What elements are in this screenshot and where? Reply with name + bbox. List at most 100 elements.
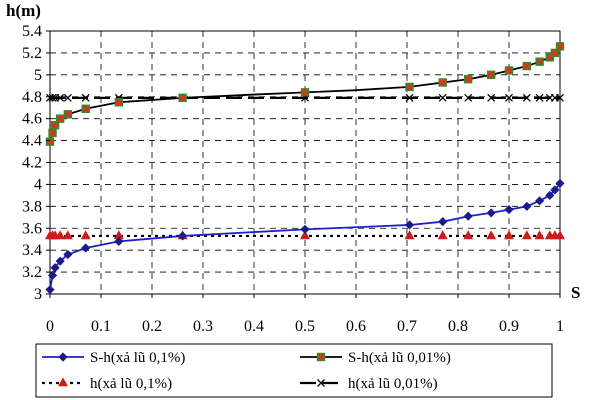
series-2-marker xyxy=(463,230,474,240)
series-2-marker xyxy=(55,230,66,240)
series-2-marker xyxy=(554,230,566,240)
series-0-marker xyxy=(522,201,532,211)
x-axis-title: S xyxy=(571,283,580,302)
legend-label: S-h(xả lũ 0,01%) xyxy=(348,350,451,366)
y-tick-label: 4.2 xyxy=(22,155,42,172)
y-tick-label: 5.2 xyxy=(22,45,42,62)
legend-box xyxy=(35,343,553,398)
series-1-marker xyxy=(316,352,326,362)
x-tick-label: 0.3 xyxy=(193,318,213,335)
series-2-marker xyxy=(534,230,545,240)
x-tick-label: 0.6 xyxy=(346,318,366,335)
series-0-marker xyxy=(438,217,448,227)
series-1-marker xyxy=(300,88,310,97)
legend-label: h(xả lũ 0,01%) xyxy=(348,376,438,392)
x-tick-label: 0.2 xyxy=(142,318,162,335)
series-3-marker xyxy=(556,93,564,102)
y-tick-label: 3.4 xyxy=(22,242,42,259)
series-1-marker xyxy=(81,104,90,114)
series-1-marker xyxy=(48,128,57,138)
series-0-marker xyxy=(300,224,310,234)
series-3-marker xyxy=(438,93,447,102)
series-0-marker xyxy=(504,205,514,215)
series-0-marker xyxy=(81,243,91,253)
series-3-marker xyxy=(405,93,414,102)
series-1-marker xyxy=(50,121,60,130)
series-0-marker xyxy=(114,236,124,246)
legend: S-h(xả lũ 0,1%) S-h(xả lũ 0,01%) h(xả lũ 0… xyxy=(35,343,553,398)
series-2-marker xyxy=(486,230,497,240)
y-tick-labels: 3 3.2 3.4 3.6 3.8 4 4.2 4.4 4.6 4.8 5 5.2 5.4 xyxy=(22,23,50,303)
series-2-marker xyxy=(299,230,311,240)
series-2-marker xyxy=(80,230,91,240)
x-tick-label: 1 xyxy=(556,318,564,335)
legend-entry-0: S-h(xả lũ 0,1%) xyxy=(42,350,185,366)
series-1 xyxy=(45,42,565,146)
series-3-marker xyxy=(505,93,513,102)
series-0-marker xyxy=(55,256,65,266)
series-3-marker xyxy=(535,93,544,102)
y-tick-label: 5 xyxy=(34,67,42,84)
x-tick-label: 0 xyxy=(46,318,54,335)
series-3-marker xyxy=(317,379,325,387)
series-1-marker xyxy=(45,137,55,146)
series-1-marker xyxy=(486,70,496,80)
legend-entry-3: h(xả lũ 0,01%) xyxy=(300,376,438,392)
x-tick-label: 0.9 xyxy=(499,318,519,335)
series-1-marker xyxy=(438,78,447,87)
y-tick-label: 4.6 xyxy=(22,111,42,128)
series-0-marker xyxy=(50,263,60,273)
series-1-marker xyxy=(522,61,532,71)
x-tick-label: 0.1 xyxy=(91,318,111,335)
series-0-marker xyxy=(404,220,415,230)
x-tick-label: 0.5 xyxy=(295,318,315,335)
series-2-marker xyxy=(437,230,448,240)
series-1-marker xyxy=(555,42,565,51)
series-1-marker xyxy=(63,110,73,119)
series-2-marker xyxy=(521,230,532,240)
series-0-marker xyxy=(47,270,58,280)
series-3-marker xyxy=(56,93,65,102)
y-tick-label: 5.4 xyxy=(22,23,42,40)
series-2-marker xyxy=(404,230,415,240)
x-tick-label: 0.7 xyxy=(397,318,417,335)
x-tick-labels: 0 0.1 0.2 0.3 0.4 0.5 0.6 0.7 0.8 0.9 1 xyxy=(46,294,564,335)
series-0-marker xyxy=(535,196,545,206)
series-0 xyxy=(45,178,565,295)
series-2-marker xyxy=(57,377,69,387)
y-tick-label: 4.8 xyxy=(22,89,42,106)
series-1-marker xyxy=(56,114,65,123)
series-0-marker xyxy=(63,249,73,260)
y-tick-label: 3.8 xyxy=(22,198,42,215)
legend-label: S-h(xả lũ 0,1%) xyxy=(90,350,185,366)
series-3-marker xyxy=(63,93,72,102)
series-0-marker xyxy=(178,231,188,241)
series-0-marker xyxy=(545,190,555,200)
series-1-marker xyxy=(114,98,124,107)
series-1-marker xyxy=(535,57,544,66)
series-1-marker xyxy=(405,82,414,92)
x-tick-label: 0.4 xyxy=(244,318,264,335)
series-2-marker xyxy=(503,230,515,240)
series-0-marker xyxy=(550,185,560,195)
series-1-marker xyxy=(545,53,554,62)
y-tick-label: 4 xyxy=(34,176,42,193)
y-tick-label: 3 xyxy=(34,286,42,303)
legend-label: h(xả lũ 0,1%) xyxy=(90,376,172,392)
series-3-marker xyxy=(464,93,473,102)
series-1-marker xyxy=(504,66,514,75)
y-tick-label: 3.2 xyxy=(22,264,42,281)
series-2-marker xyxy=(62,230,73,240)
y-axis-title: h(m) xyxy=(6,1,41,20)
series-layer xyxy=(44,42,566,295)
series-0-marker xyxy=(463,211,473,221)
legend-entry-1: S-h(xả lũ 0,01%) xyxy=(300,350,451,366)
legend-entry-2: h(xả lũ 0,1%) xyxy=(42,376,172,392)
series-1-marker xyxy=(178,93,187,103)
series-0-marker xyxy=(58,352,68,362)
series-3-marker xyxy=(48,93,57,102)
y-tick-label: 4.4 xyxy=(22,133,42,150)
series-3-marker xyxy=(522,93,531,102)
x-tick-label: 0.8 xyxy=(448,318,468,335)
